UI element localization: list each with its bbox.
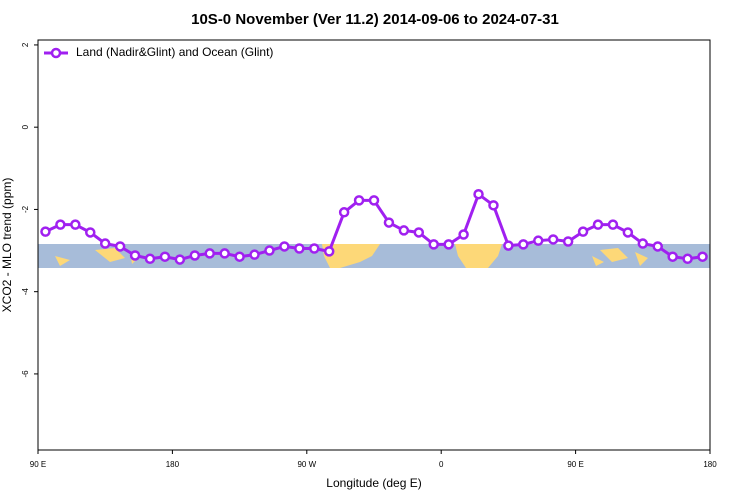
point (607, 219, 619, 230)
plot-frame (37, 39, 711, 451)
point (577, 226, 589, 237)
point (667, 251, 678, 262)
y-tick-label: -6 (21, 370, 30, 378)
point (234, 251, 245, 262)
y-tick-label: 2 (21, 42, 30, 47)
point (592, 219, 604, 230)
legend: Land (Nadir&Glint) and Ocean (Glint) (44, 45, 273, 59)
point (294, 243, 305, 254)
point (368, 195, 380, 206)
point (55, 219, 66, 230)
point (637, 238, 649, 249)
point (518, 239, 529, 250)
chart-title: 10S-0 November (Ver 11.2) 2014-09-06 to … (191, 11, 559, 28)
legend-label: Land (Nadir&Glint) and Ocean (Glint) (76, 45, 273, 59)
point (85, 227, 96, 238)
x-tick-label: 180 (703, 460, 717, 469)
point (219, 248, 230, 259)
x-tick-label: 180 (166, 460, 180, 469)
legend-marker (50, 47, 62, 59)
x-tick-label: 90 E (567, 460, 583, 469)
point (533, 235, 544, 246)
point (189, 250, 201, 261)
point (40, 226, 51, 237)
point (398, 225, 410, 236)
y-tick-label: 0 (21, 124, 30, 129)
point (338, 207, 350, 218)
point (652, 241, 663, 252)
point (443, 239, 454, 250)
point (204, 248, 215, 259)
point (413, 227, 425, 238)
point (488, 200, 499, 211)
x-tick-label: 0 (439, 460, 444, 469)
point (682, 253, 693, 265)
point (159, 251, 171, 262)
point (279, 241, 290, 252)
x-tick-label: 90 E (30, 460, 46, 469)
x-tick-label: 90 W (297, 460, 316, 469)
point (249, 249, 260, 260)
point (697, 251, 708, 262)
point (458, 229, 469, 240)
point (144, 253, 156, 265)
point (353, 195, 365, 206)
point (622, 227, 634, 238)
point (309, 243, 320, 254)
point (428, 239, 439, 250)
x-axis-label: Longitude (deg E) (326, 476, 421, 490)
point (473, 188, 484, 200)
point (70, 219, 81, 230)
point (264, 245, 275, 256)
point (562, 236, 574, 247)
y-tick-label: -4 (21, 288, 30, 296)
y-axis-label: XCO2 - MLO trend (ppm) (0, 178, 14, 313)
point (547, 234, 559, 245)
point (323, 246, 335, 257)
point (383, 217, 395, 228)
point (503, 240, 514, 251)
point (99, 238, 111, 249)
point (174, 254, 186, 265)
point (129, 250, 141, 261)
point (114, 241, 126, 252)
y-tick-label: -2 (21, 205, 30, 213)
